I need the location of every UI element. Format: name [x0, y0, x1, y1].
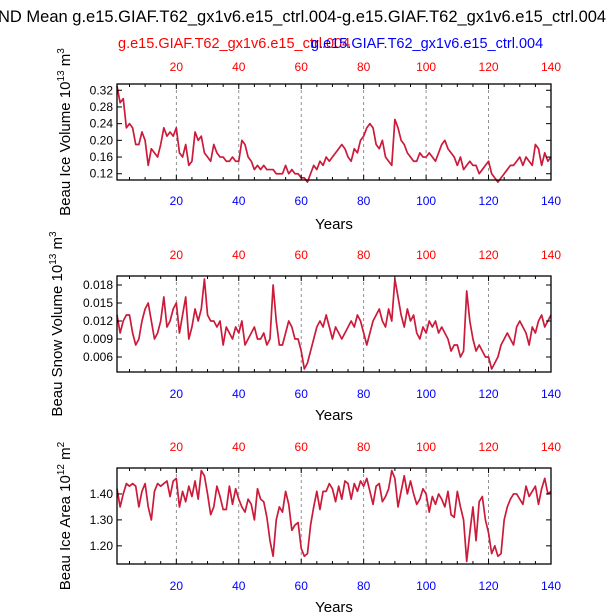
legend-label-red: g.e15.GIAF.T62_gx1v6.e15_ctrl.004	[118, 36, 350, 52]
x-tick-label-top: 40	[232, 248, 246, 262]
x-tick-label-top: 120	[479, 248, 499, 262]
y-tick-label: 0.28	[90, 100, 114, 114]
x-tick-label-top: 80	[357, 60, 371, 74]
y-tick-label: 1.40	[90, 487, 114, 501]
x-tick-label-bottom: 100	[416, 387, 436, 401]
x-tick-label-bottom: 100	[416, 194, 436, 208]
x-tick-label-bottom: 20	[170, 387, 184, 401]
x-tick-label-top: 20	[170, 440, 184, 454]
x-tick-label-top: 120	[479, 440, 499, 454]
x-tick-label-top: 60	[295, 60, 309, 74]
x-tick-label-top: 140	[541, 60, 561, 74]
y-axis-title: Beau Ice Area 1012 m2	[56, 441, 74, 590]
figure-title: ND Mean g.e15.GIAF.T62_gx1v6.e15_ctrl.00…	[0, 8, 606, 26]
y-axis-title: Beau Snow Volume 1013 m3	[48, 231, 66, 417]
y-axis-title-unit-exponent: 2	[56, 441, 67, 447]
x-tick-label-top: 140	[541, 440, 561, 454]
legend-label-blue: g.e15.GIAF.T62_gx1v6.e15_ctrl.004	[311, 36, 543, 52]
panel-ice-area: 20 20 40 40 60 60 80 80 100 100 120 120 140 140 1.20 1.…	[56, 440, 561, 614]
y-axis-title-text: Beau Ice Area 10	[57, 475, 74, 590]
x-tick-label-top: 100	[416, 440, 436, 454]
x-axis-title: Years	[315, 216, 353, 233]
x-tick-label-top: 80	[357, 248, 371, 262]
x-tick-label-bottom: 80	[357, 387, 371, 401]
y-tick-label: 0.009	[83, 332, 113, 346]
x-tick-label-top: 120	[479, 60, 499, 74]
x-tick-label-top: 60	[295, 248, 309, 262]
x-tick-label-top: 100	[416, 60, 436, 74]
y-axis-title-unit: m	[49, 237, 66, 254]
series-line-snow-volume	[116, 278, 552, 370]
x-tick-label-bottom: 40	[232, 579, 246, 593]
y-axis-title: Beau Ice Volume 1013 m3	[56, 48, 74, 216]
x-tick-label-bottom: 120	[479, 194, 499, 208]
y-tick-label: 0.12	[90, 167, 114, 181]
x-axis-title: Years	[315, 599, 353, 614]
y-tick-label: 1.20	[90, 539, 114, 553]
x-tick-label-bottom: 120	[479, 387, 499, 401]
x-tick-label-top: 60	[295, 440, 309, 454]
x-tick-label-top: 40	[232, 440, 246, 454]
x-tick-label-top: 140	[541, 248, 561, 262]
plot-frame	[116, 467, 552, 565]
panel-snow-volume: 20 20 40 40 60 60 80 80 100 100 120 120 140 140 0.006 0…	[48, 231, 561, 424]
x-tick-label-bottom: 140	[541, 387, 561, 401]
y-axis-title-text: Beau Snow Volume 10	[49, 265, 66, 417]
plot-frame	[116, 83, 552, 181]
x-tick-label-top: 20	[170, 60, 184, 74]
x-tick-label-bottom: 20	[170, 194, 184, 208]
y-axis-title-unit: m	[57, 54, 74, 71]
x-tick-label-bottom: 40	[232, 194, 246, 208]
series-line-ice-area	[116, 469, 552, 563]
x-tick-label-bottom: 60	[295, 579, 309, 593]
x-tick-label-bottom: 80	[357, 194, 371, 208]
x-tick-label-top: 20	[170, 248, 184, 262]
x-tick-label-top: 40	[232, 60, 246, 74]
x-tick-label-bottom: 60	[295, 387, 309, 401]
x-tick-label-bottom: 140	[541, 194, 561, 208]
panel-ice-volume: 20 20 40 40 60 60 80 80 100 100 120 120 140 140 0.12 0.…	[56, 48, 561, 233]
y-tick-label: 0.16	[90, 150, 114, 164]
y-tick-label: 0.015	[83, 296, 113, 310]
x-tick-label-bottom: 140	[541, 579, 561, 593]
y-axis-title-unit: m	[57, 447, 74, 464]
y-axis-title-text: Beau Ice Volume 10	[57, 82, 74, 216]
y-axis-title-unit-exponent: 3	[48, 231, 59, 237]
x-axis-title: Years	[315, 407, 353, 424]
x-tick-label-bottom: 40	[232, 387, 246, 401]
y-tick-label: 0.006	[83, 350, 113, 364]
y-tick-label: 1.30	[90, 513, 114, 527]
x-tick-label-top: 80	[357, 440, 371, 454]
y-tick-label: 0.24	[90, 117, 114, 131]
x-tick-label-bottom: 100	[416, 579, 436, 593]
x-tick-label-bottom: 60	[295, 194, 309, 208]
y-tick-label: 0.018	[83, 278, 113, 292]
x-tick-label-bottom: 80	[357, 579, 371, 593]
y-axis-title-exponent: 12	[56, 464, 67, 476]
y-axis-title-exponent: 13	[48, 253, 59, 265]
y-tick-label: 0.012	[83, 314, 113, 328]
x-tick-label-bottom: 120	[479, 579, 499, 593]
y-tick-label: 0.32	[90, 83, 114, 97]
x-tick-label-bottom: 20	[170, 579, 184, 593]
x-tick-label-top: 100	[416, 248, 436, 262]
y-axis-title-unit-exponent: 3	[56, 48, 67, 54]
y-tick-label: 0.20	[90, 133, 114, 147]
y-axis-title-exponent: 13	[56, 70, 67, 82]
plot-frame	[116, 275, 552, 373]
series-line-ice-volume	[116, 85, 552, 183]
